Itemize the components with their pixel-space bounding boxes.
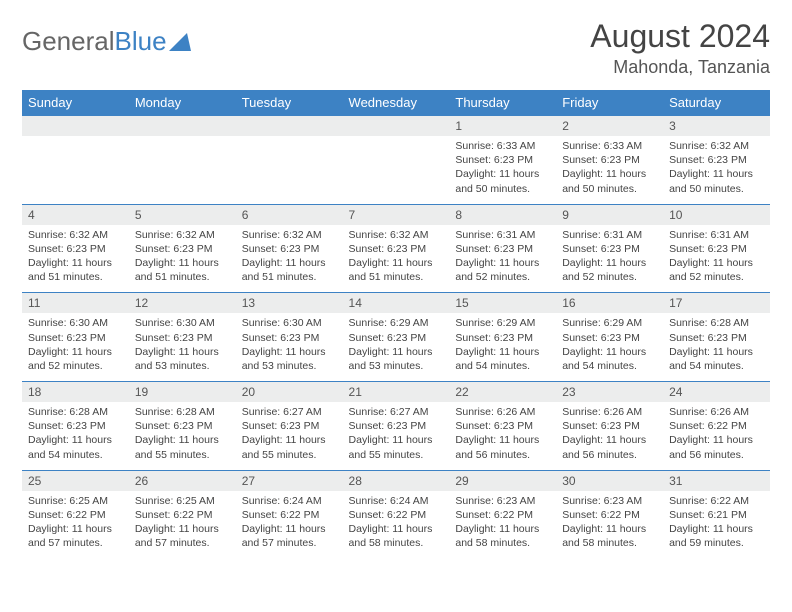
day-detail-cell: Sunrise: 6:25 AM Sunset: 6:22 PM Dayligh… bbox=[22, 491, 129, 559]
day-number-cell: 6 bbox=[236, 204, 343, 225]
day-number-cell bbox=[343, 116, 450, 137]
day-detail-row: Sunrise: 6:30 AM Sunset: 6:23 PM Dayligh… bbox=[22, 313, 770, 381]
day-number-cell bbox=[22, 116, 129, 137]
day-detail-cell: Sunrise: 6:29 AM Sunset: 6:23 PM Dayligh… bbox=[343, 313, 450, 381]
day-detail-cell: Sunrise: 6:30 AM Sunset: 6:23 PM Dayligh… bbox=[129, 313, 236, 381]
day-number-cell: 5 bbox=[129, 204, 236, 225]
day-detail-cell: Sunrise: 6:24 AM Sunset: 6:22 PM Dayligh… bbox=[236, 491, 343, 559]
logo-blue: Blue bbox=[115, 26, 167, 57]
day-detail-cell: Sunrise: 6:26 AM Sunset: 6:23 PM Dayligh… bbox=[556, 402, 663, 470]
day-number-cell: 4 bbox=[22, 204, 129, 225]
day-number-row: 45678910 bbox=[22, 204, 770, 225]
day-detail-cell bbox=[22, 136, 129, 204]
day-number-cell bbox=[129, 116, 236, 137]
day-detail-cell: Sunrise: 6:32 AM Sunset: 6:23 PM Dayligh… bbox=[129, 225, 236, 293]
day-detail-cell: Sunrise: 6:32 AM Sunset: 6:23 PM Dayligh… bbox=[236, 225, 343, 293]
logo-triangle-icon bbox=[169, 33, 191, 51]
day-number-cell: 25 bbox=[22, 470, 129, 491]
day-number-cell: 7 bbox=[343, 204, 450, 225]
day-detail-cell bbox=[129, 136, 236, 204]
day-detail-cell: Sunrise: 6:22 AM Sunset: 6:21 PM Dayligh… bbox=[663, 491, 770, 559]
day-detail-row: Sunrise: 6:28 AM Sunset: 6:23 PM Dayligh… bbox=[22, 402, 770, 470]
day-detail-cell: Sunrise: 6:26 AM Sunset: 6:22 PM Dayligh… bbox=[663, 402, 770, 470]
day-number-cell: 3 bbox=[663, 116, 770, 137]
day-detail-cell: Sunrise: 6:28 AM Sunset: 6:23 PM Dayligh… bbox=[663, 313, 770, 381]
day-number-cell: 2 bbox=[556, 116, 663, 137]
day-number-cell: 13 bbox=[236, 293, 343, 314]
day-header-row: SundayMondayTuesdayWednesdayThursdayFrid… bbox=[22, 90, 770, 116]
day-number-cell: 10 bbox=[663, 204, 770, 225]
day-number-cell: 18 bbox=[22, 382, 129, 403]
day-detail-cell bbox=[236, 136, 343, 204]
day-header-cell: Tuesday bbox=[236, 90, 343, 116]
calendar: SundayMondayTuesdayWednesdayThursdayFrid… bbox=[22, 90, 770, 558]
title-block: August 2024 Mahonda, Tanzania bbox=[590, 18, 770, 78]
day-detail-cell: Sunrise: 6:31 AM Sunset: 6:23 PM Dayligh… bbox=[663, 225, 770, 293]
day-detail-cell bbox=[343, 136, 450, 204]
day-detail-cell: Sunrise: 6:27 AM Sunset: 6:23 PM Dayligh… bbox=[343, 402, 450, 470]
day-number-cell: 12 bbox=[129, 293, 236, 314]
day-detail-cell: Sunrise: 6:31 AM Sunset: 6:23 PM Dayligh… bbox=[556, 225, 663, 293]
day-number-cell: 26 bbox=[129, 470, 236, 491]
day-header-cell: Monday bbox=[129, 90, 236, 116]
day-number-cell: 15 bbox=[449, 293, 556, 314]
day-number-cell: 28 bbox=[343, 470, 450, 491]
day-detail-cell: Sunrise: 6:25 AM Sunset: 6:22 PM Dayligh… bbox=[129, 491, 236, 559]
day-number-cell: 23 bbox=[556, 382, 663, 403]
day-detail-cell: Sunrise: 6:30 AM Sunset: 6:23 PM Dayligh… bbox=[22, 313, 129, 381]
day-number-cell: 11 bbox=[22, 293, 129, 314]
day-number-cell: 20 bbox=[236, 382, 343, 403]
day-number-row: 123 bbox=[22, 116, 770, 137]
day-detail-row: Sunrise: 6:25 AM Sunset: 6:22 PM Dayligh… bbox=[22, 491, 770, 559]
day-detail-cell: Sunrise: 6:24 AM Sunset: 6:22 PM Dayligh… bbox=[343, 491, 450, 559]
day-number-cell: 21 bbox=[343, 382, 450, 403]
day-number-cell: 8 bbox=[449, 204, 556, 225]
day-number-cell: 27 bbox=[236, 470, 343, 491]
header: GeneralBlue August 2024 Mahonda, Tanzani… bbox=[22, 18, 770, 78]
day-number-cell: 19 bbox=[129, 382, 236, 403]
day-header-cell: Wednesday bbox=[343, 90, 450, 116]
day-number-cell: 1 bbox=[449, 116, 556, 137]
logo: GeneralBlue bbox=[22, 26, 191, 57]
day-number-cell: 17 bbox=[663, 293, 770, 314]
day-number-row: 11121314151617 bbox=[22, 293, 770, 314]
day-number-cell: 14 bbox=[343, 293, 450, 314]
day-number-cell bbox=[236, 116, 343, 137]
day-detail-cell: Sunrise: 6:30 AM Sunset: 6:23 PM Dayligh… bbox=[236, 313, 343, 381]
day-header-cell: Sunday bbox=[22, 90, 129, 116]
day-detail-cell: Sunrise: 6:32 AM Sunset: 6:23 PM Dayligh… bbox=[663, 136, 770, 204]
day-detail-row: Sunrise: 6:32 AM Sunset: 6:23 PM Dayligh… bbox=[22, 225, 770, 293]
day-number-cell: 29 bbox=[449, 470, 556, 491]
day-number-cell: 30 bbox=[556, 470, 663, 491]
day-detail-cell: Sunrise: 6:23 AM Sunset: 6:22 PM Dayligh… bbox=[449, 491, 556, 559]
day-detail-cell: Sunrise: 6:32 AM Sunset: 6:23 PM Dayligh… bbox=[22, 225, 129, 293]
day-detail-cell: Sunrise: 6:29 AM Sunset: 6:23 PM Dayligh… bbox=[449, 313, 556, 381]
day-detail-cell: Sunrise: 6:27 AM Sunset: 6:23 PM Dayligh… bbox=[236, 402, 343, 470]
day-detail-cell: Sunrise: 6:33 AM Sunset: 6:23 PM Dayligh… bbox=[449, 136, 556, 204]
day-number-cell: 31 bbox=[663, 470, 770, 491]
day-detail-cell: Sunrise: 6:23 AM Sunset: 6:22 PM Dayligh… bbox=[556, 491, 663, 559]
logo-gray: General bbox=[22, 26, 115, 57]
day-detail-cell: Sunrise: 6:31 AM Sunset: 6:23 PM Dayligh… bbox=[449, 225, 556, 293]
day-header-cell: Saturday bbox=[663, 90, 770, 116]
day-number-cell: 9 bbox=[556, 204, 663, 225]
day-detail-cell: Sunrise: 6:26 AM Sunset: 6:23 PM Dayligh… bbox=[449, 402, 556, 470]
day-detail-row: Sunrise: 6:33 AM Sunset: 6:23 PM Dayligh… bbox=[22, 136, 770, 204]
calendar-body: SundayMondayTuesdayWednesdayThursdayFrid… bbox=[22, 90, 770, 558]
day-number-cell: 24 bbox=[663, 382, 770, 403]
day-header-cell: Thursday bbox=[449, 90, 556, 116]
day-detail-cell: Sunrise: 6:28 AM Sunset: 6:23 PM Dayligh… bbox=[129, 402, 236, 470]
day-number-row: 18192021222324 bbox=[22, 382, 770, 403]
day-number-cell: 16 bbox=[556, 293, 663, 314]
day-detail-cell: Sunrise: 6:29 AM Sunset: 6:23 PM Dayligh… bbox=[556, 313, 663, 381]
day-number-cell: 22 bbox=[449, 382, 556, 403]
location: Mahonda, Tanzania bbox=[590, 57, 770, 78]
day-detail-cell: Sunrise: 6:33 AM Sunset: 6:23 PM Dayligh… bbox=[556, 136, 663, 204]
day-detail-cell: Sunrise: 6:28 AM Sunset: 6:23 PM Dayligh… bbox=[22, 402, 129, 470]
day-header-cell: Friday bbox=[556, 90, 663, 116]
day-number-row: 25262728293031 bbox=[22, 470, 770, 491]
day-detail-cell: Sunrise: 6:32 AM Sunset: 6:23 PM Dayligh… bbox=[343, 225, 450, 293]
month-title: August 2024 bbox=[590, 18, 770, 55]
